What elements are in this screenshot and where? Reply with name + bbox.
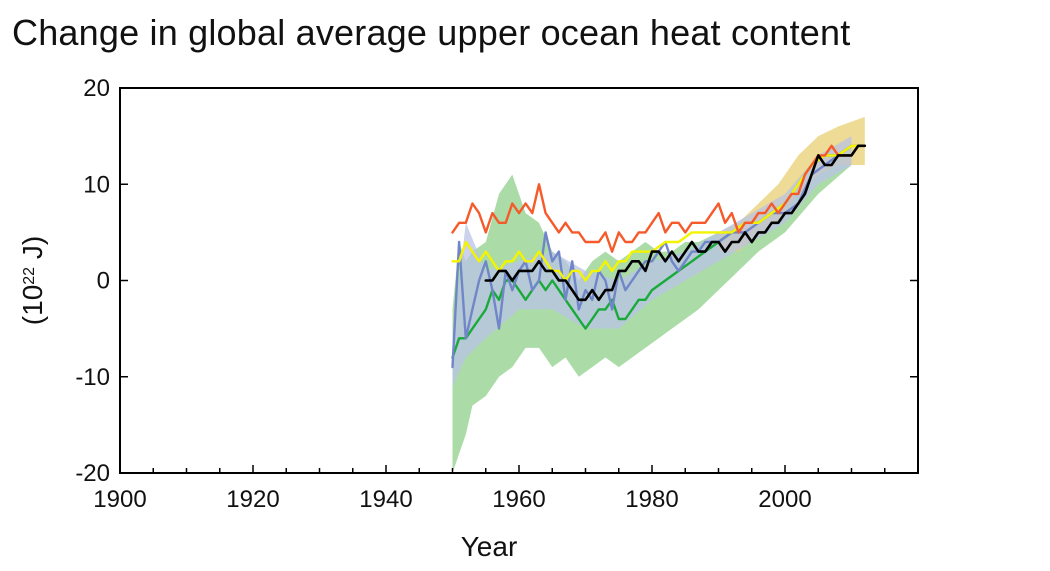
blue-series-line — [451, 144, 866, 369]
y-tick-label: -10 — [75, 364, 110, 391]
axis-ticks: 1900 1920 1940 1960 1980 2000 -20 -10 0 10 20 — [75, 75, 918, 513]
yellow-series-line — [451, 144, 866, 282]
x-tick-label: 1900 — [93, 486, 146, 513]
y-axis-label-exponent: 22 — [21, 267, 38, 285]
y-tick-label: 20 — [83, 75, 110, 102]
x-tick-label: 1940 — [359, 486, 412, 513]
y-axis-label-unit: J) — [17, 236, 48, 267]
x-tick-label: 1920 — [226, 486, 279, 513]
chart-title: Change in global average upper ocean hea… — [12, 12, 851, 53]
x-axis-label: Year — [461, 531, 518, 562]
y-tick-label: 0 — [97, 268, 110, 295]
x-tick-label: 1980 — [625, 486, 678, 513]
x-tick-label: 1960 — [492, 486, 545, 513]
y-axis-label-base: (10 — [17, 285, 48, 325]
y-tick-label: 10 — [83, 171, 110, 198]
y-tick-label: -20 — [75, 460, 110, 487]
data-series — [451, 144, 867, 369]
uncertainty-bands — [452, 116, 865, 474]
black-series-line — [484, 144, 867, 302]
orange-series-line — [451, 144, 866, 253]
x-tick-label: 2000 — [758, 486, 811, 513]
y-axis-label: (1022 J) — [17, 236, 48, 325]
